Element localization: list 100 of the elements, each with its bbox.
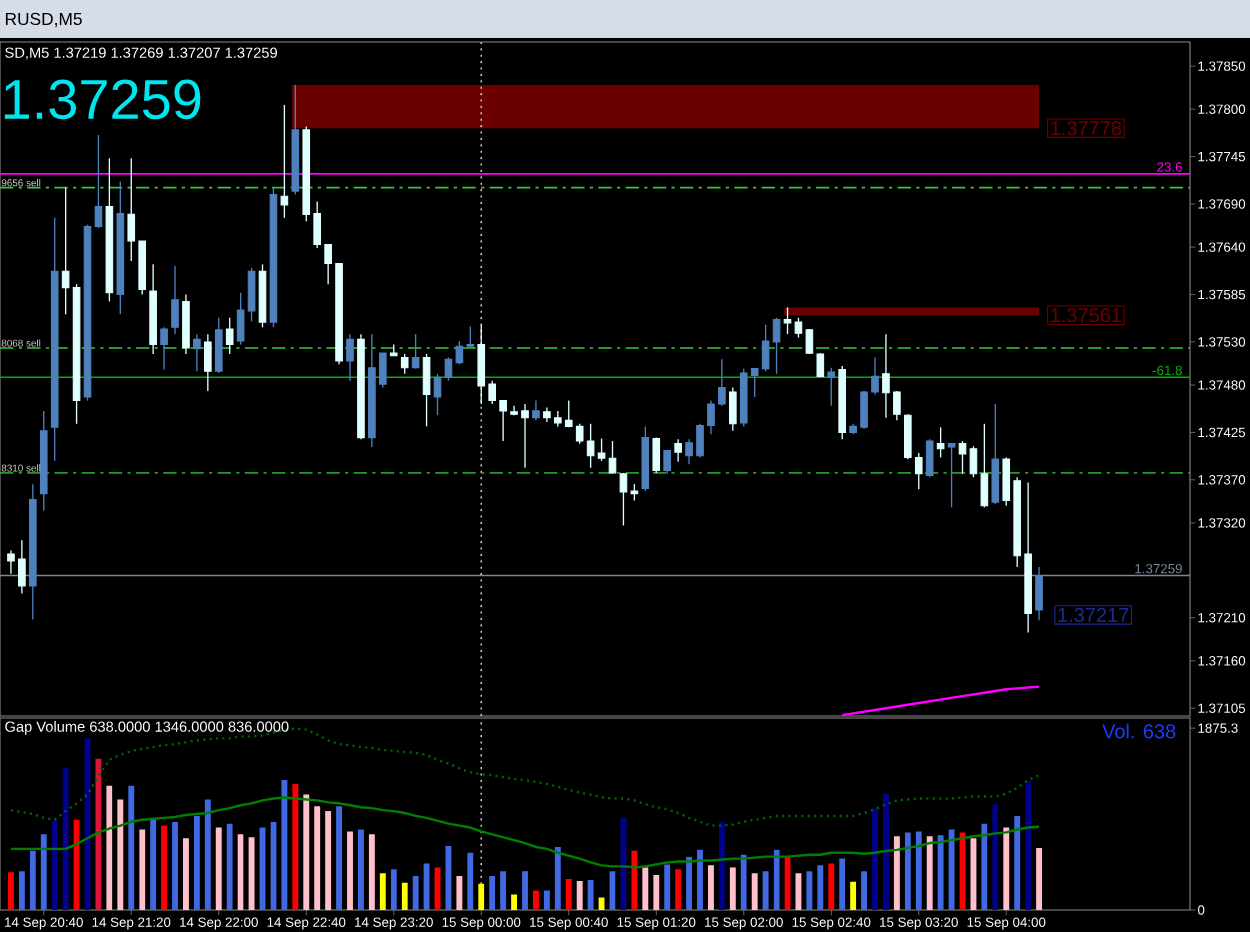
- bar: [664, 864, 671, 910]
- bar: [128, 785, 135, 910]
- candlestick: [991, 403, 1000, 505]
- bar: [522, 871, 528, 910]
- bar: [182, 838, 189, 910]
- candlestick: [663, 449, 672, 475]
- bar: [8, 872, 14, 910]
- bar: [904, 832, 911, 910]
- bar: [554, 846, 561, 910]
- bar: [1036, 848, 1043, 910]
- annotation: Vol. 638: [1102, 723, 1176, 739]
- bar: [106, 785, 113, 910]
- bar: [893, 836, 900, 910]
- bar: [467, 852, 474, 910]
- bar: [423, 863, 430, 910]
- candlestick: [422, 353, 431, 428]
- candlestick: [783, 306, 792, 335]
- bar: [347, 831, 353, 910]
- bar: [62, 767, 69, 910]
- candlestick: [214, 317, 223, 374]
- bar: [970, 838, 977, 910]
- bar: [948, 829, 955, 910]
- candlestick: [204, 333, 212, 392]
- bar: [18, 871, 25, 910]
- bar: [543, 890, 550, 910]
- candlestick: [94, 134, 103, 229]
- bar: [795, 873, 802, 910]
- bar: [172, 821, 178, 910]
- bar: [358, 829, 364, 910]
- bar: [489, 876, 496, 910]
- bar: [773, 849, 780, 910]
- bar: [937, 835, 944, 910]
- bar: [368, 834, 375, 910]
- candlestick: [827, 367, 836, 407]
- bar: [697, 849, 703, 910]
- band-label: 1.37778: [1051, 121, 1122, 136]
- bar: [915, 831, 922, 910]
- bar: [850, 881, 857, 910]
- bar: [336, 806, 343, 910]
- bar: [872, 808, 878, 910]
- bar: [1014, 815, 1021, 910]
- bar: [675, 869, 682, 910]
- candlestick: [400, 353, 409, 375]
- bar: [861, 871, 868, 910]
- bar: [882, 793, 889, 910]
- bar: [532, 890, 539, 910]
- bar: [117, 799, 124, 910]
- bar: [325, 811, 332, 910]
- bar: [817, 865, 824, 910]
- bar: [281, 780, 288, 910]
- bar: [686, 856, 693, 910]
- candlestick: [958, 440, 967, 475]
- bar: [992, 804, 999, 910]
- bar: [565, 878, 572, 910]
- chart-title: RUSD,M5: [5, 12, 82, 28]
- bar: [806, 871, 813, 910]
- candlestick: [160, 326, 168, 371]
- candlestick: [1035, 566, 1043, 621]
- bar: [193, 815, 200, 910]
- bar: [303, 794, 310, 910]
- annotation: 1.37217: [1058, 607, 1129, 622]
- bar: [150, 817, 157, 910]
- bar: [839, 858, 846, 910]
- bar: [379, 873, 386, 910]
- bar: [981, 823, 988, 910]
- bar: [51, 820, 58, 910]
- bar: [161, 825, 168, 910]
- candlestick: [652, 436, 661, 474]
- bar: [390, 869, 397, 910]
- bar: [248, 837, 255, 910]
- bar: [587, 879, 594, 910]
- candlestick: [225, 317, 234, 355]
- bar: [751, 873, 758, 910]
- candlestick: [433, 373, 442, 416]
- candlestick: [925, 438, 934, 478]
- bar: [620, 817, 627, 910]
- candlestick: [193, 333, 201, 372]
- candlestick: [936, 426, 945, 459]
- bar: [729, 867, 736, 910]
- candlestick: [280, 104, 289, 219]
- bar: [73, 819, 80, 910]
- bar: [95, 758, 102, 910]
- bar: [204, 799, 211, 910]
- band-label: 1.37561: [1051, 308, 1122, 323]
- bar: [412, 876, 419, 910]
- bar: [500, 871, 507, 910]
- bar: [707, 865, 714, 910]
- candlestick: [532, 399, 540, 422]
- bar: [762, 871, 769, 910]
- bar: [926, 836, 933, 910]
- bar: [718, 821, 725, 910]
- bar: [576, 880, 583, 910]
- candlestick: [728, 386, 737, 432]
- bar: [1003, 827, 1010, 910]
- bar: [828, 863, 835, 910]
- bar: [292, 783, 299, 910]
- candlestick: [947, 442, 956, 509]
- bar: [445, 845, 452, 910]
- annotation: 1.37259: [4, 79, 201, 120]
- bar: [511, 894, 518, 910]
